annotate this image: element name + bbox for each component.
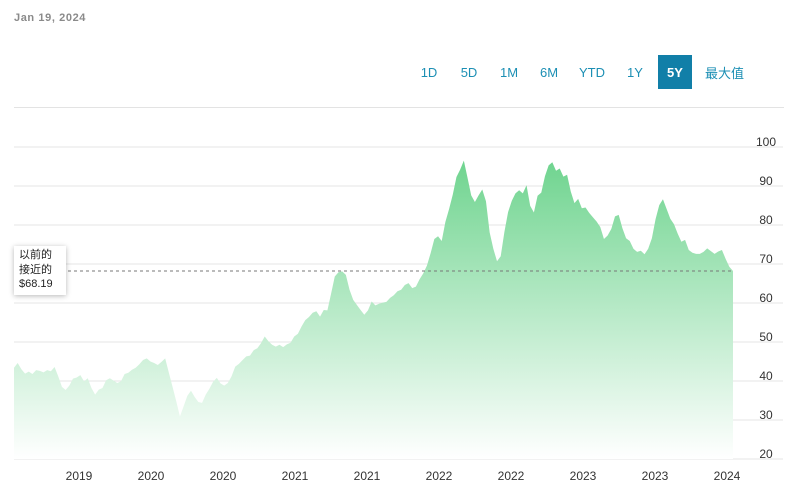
y-tick-label: 40 bbox=[759, 369, 773, 383]
y-tick-label: 70 bbox=[759, 252, 773, 266]
x-tick-label: 2021 bbox=[282, 469, 309, 483]
x-tick-label: 2024 bbox=[714, 469, 741, 483]
range-button-6m[interactable]: 6M bbox=[539, 64, 559, 80]
x-tick-label: 2022 bbox=[426, 469, 453, 483]
x-axis: 2019 2020 2020 2021 2021 2022 2022 2023 2023 2024 bbox=[66, 469, 741, 483]
range-button-1m[interactable]: 1M bbox=[499, 64, 519, 80]
y-tick-label: 90 bbox=[759, 174, 773, 188]
y-tick-label: 60 bbox=[759, 291, 773, 305]
chart-top-divider bbox=[14, 107, 784, 108]
previous-close-value: $68.19 bbox=[19, 278, 53, 290]
y-tick-label: 80 bbox=[759, 213, 773, 227]
y-tick-label: 50 bbox=[759, 330, 773, 344]
range-button-1d[interactable]: 1D bbox=[420, 64, 438, 80]
x-tick-label: 2020 bbox=[210, 469, 237, 483]
y-tick-label: 100 bbox=[756, 135, 776, 149]
y-tick-label: 20 bbox=[759, 447, 773, 461]
previous-close-label-line2: 接近的 bbox=[19, 263, 52, 276]
range-button-ytd[interactable]: YTD bbox=[579, 64, 605, 80]
x-tick-label: 2021 bbox=[354, 469, 381, 483]
x-tick-label: 2020 bbox=[138, 469, 165, 483]
range-button-5y[interactable]: 5Y bbox=[658, 55, 692, 89]
previous-close-callout: 以前的 接近的 $68.19 bbox=[14, 246, 66, 295]
range-button-5d[interactable]: 5D bbox=[460, 64, 478, 80]
range-button-1y[interactable]: 1Y bbox=[627, 64, 643, 80]
y-tick-label: 30 bbox=[759, 408, 773, 422]
price-area-series bbox=[14, 160, 733, 459]
y-axis: 20 30 40 50 60 70 80 90 100 bbox=[756, 135, 776, 461]
as-of-date: Jan 19, 2024 bbox=[14, 12, 87, 24]
range-selector: 1D 5D 1M 6M YTD 1Y 5Y 最大值 bbox=[412, 55, 757, 89]
x-tick-label: 2019 bbox=[66, 469, 93, 483]
x-tick-label: 2023 bbox=[642, 469, 669, 483]
range-button-max[interactable]: 最大值 bbox=[705, 65, 745, 81]
x-tick-label: 2022 bbox=[498, 469, 525, 483]
x-tick-label: 2023 bbox=[570, 469, 597, 483]
previous-close-label-line1: 以前的 bbox=[19, 249, 52, 261]
